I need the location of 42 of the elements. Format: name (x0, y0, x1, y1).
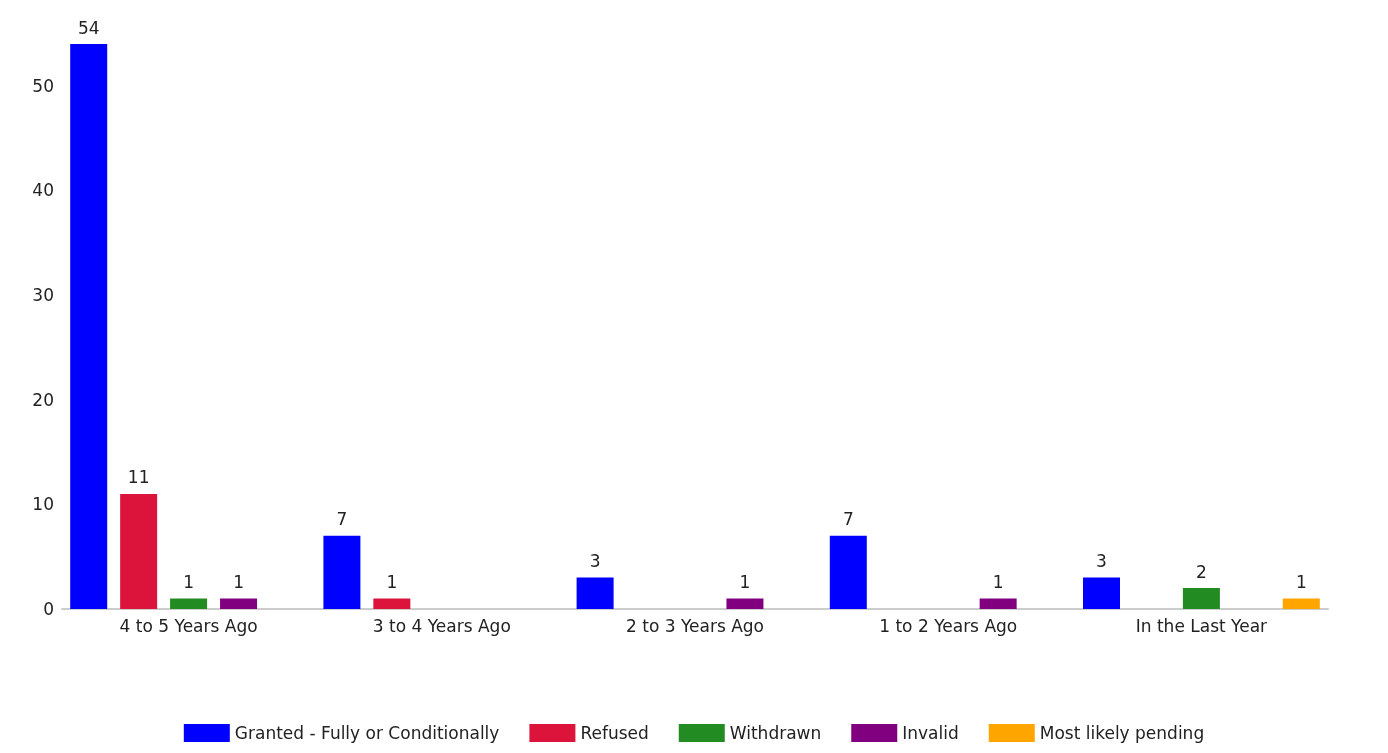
data-label: 7 (336, 509, 348, 530)
y-tick-label: 40 (32, 180, 54, 201)
data-label: 3 (589, 551, 601, 572)
bar (1182, 588, 1220, 609)
data-label: 1 (1295, 572, 1307, 593)
bar (1282, 598, 1320, 609)
bar (373, 598, 411, 609)
x-tick-label: 1 to 2 Years Ago (879, 615, 1018, 636)
bar (979, 598, 1017, 609)
data-label: 2 (1195, 561, 1207, 582)
y-tick-label: 10 (32, 494, 54, 515)
y-tick-label: 0 (43, 599, 54, 619)
x-tick-label: 3 to 4 Years Ago (372, 615, 511, 636)
bar (120, 493, 158, 609)
data-label: 1 (233, 572, 244, 593)
data-label: 1 (386, 572, 398, 593)
data-label: 7 (842, 509, 854, 530)
legend-label: Withdrawn (729, 723, 822, 743)
x-tick-label: In the Last Year (1135, 615, 1268, 636)
data-label: 3 (1096, 551, 1107, 572)
y-tick-label: 20 (32, 389, 54, 410)
bar (1083, 577, 1120, 609)
y-tick-label: 30 (32, 285, 54, 306)
data-label: 1 (992, 572, 1004, 593)
data-label: 1 (183, 572, 195, 593)
legend-label: Refused (580, 723, 649, 743)
x-tick-label: 2 to 3 Years Ago (626, 615, 764, 636)
data-label: 11 (127, 467, 150, 488)
bar (726, 598, 764, 609)
legend-label: Invalid (902, 723, 959, 743)
x-tick-label: 4 to 5 Years Ago (119, 615, 258, 636)
data-label: 54 (77, 17, 100, 38)
bar (829, 535, 867, 609)
bar (170, 598, 208, 609)
legend-label: Most likely pending (1039, 723, 1205, 743)
bar (576, 577, 614, 609)
bar (323, 535, 361, 609)
bar (70, 44, 108, 609)
data-label: 1 (739, 572, 751, 593)
bar (220, 598, 258, 609)
legend-label: Granted - Fully or Conditionally (234, 723, 500, 743)
y-tick-label: 50 (32, 75, 54, 96)
